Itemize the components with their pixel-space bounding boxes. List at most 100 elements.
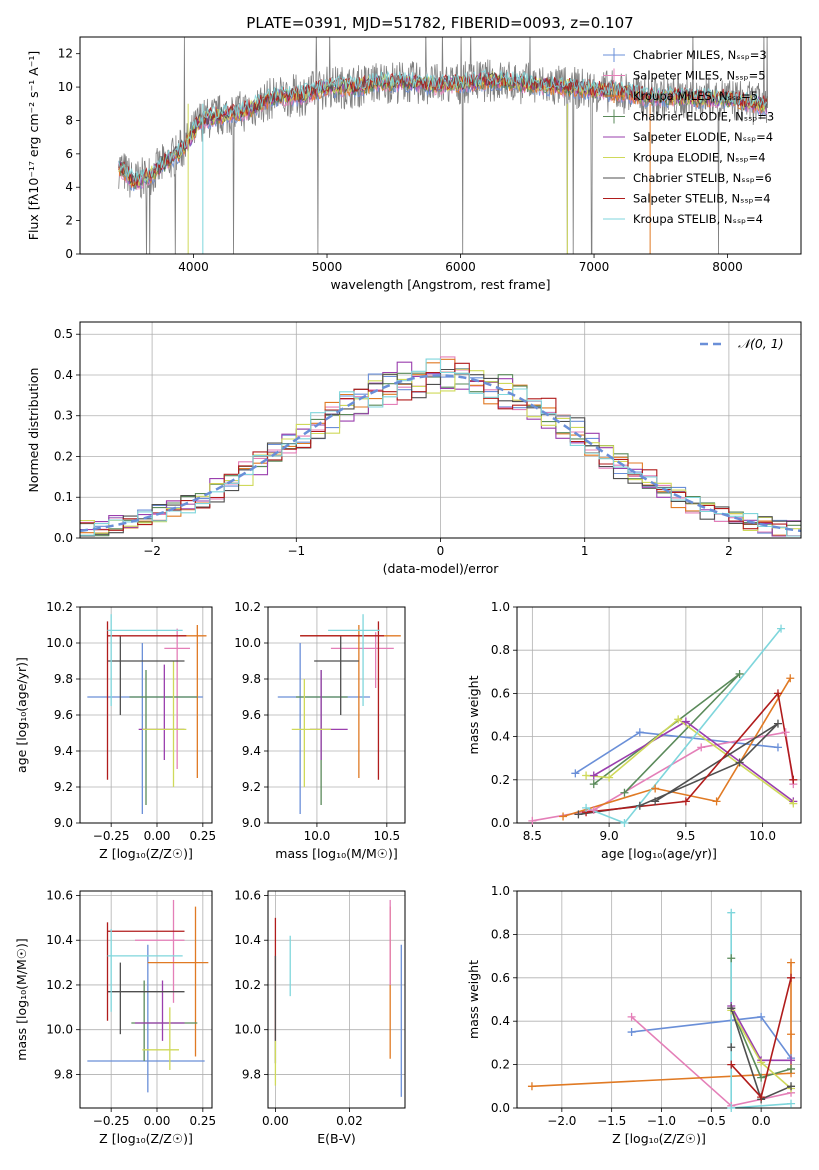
weight-point-marker — [589, 771, 598, 780]
x-tick-label: 10.0 — [749, 829, 776, 843]
z-age-plot-area — [87, 614, 207, 814]
x-tick-label: 0.02 — [336, 1114, 363, 1128]
weight-point-marker — [735, 669, 744, 678]
y-tick-label: 9.4 — [54, 744, 73, 758]
y-tick-label: 10 — [58, 80, 73, 94]
y-tick-label: 9.6 — [54, 708, 73, 722]
y-tick-label: 10.0 — [46, 636, 73, 650]
y-tick-label: 0.4 — [491, 1014, 510, 1028]
y-tick-label: 8 — [65, 113, 73, 127]
weight-point-marker — [712, 797, 721, 806]
x-tick-label: −2 — [143, 544, 161, 558]
y-tick-label: 0.0 — [491, 1101, 510, 1115]
weight-point-marker — [787, 1030, 796, 1039]
y-tick-label: 0.4 — [491, 730, 510, 744]
weight-point-marker — [651, 784, 660, 793]
legend-label: Chabrier STELIB, Nₛₛₚ=6 — [633, 171, 772, 185]
weight-series-line — [730, 912, 792, 1108]
z-mass-panel: −0.25 0.00 0.25 9.8 10.0 10.2 10.4 10.6 Z [log₁₀… — [14, 888, 216, 1146]
residual-histogram — [80, 358, 801, 537]
mass-age-plot-area — [277, 614, 401, 814]
legend-label: Chabrier ELODIE, Nₛₛₚ=3 — [633, 110, 774, 124]
axes-frame — [79, 36, 802, 255]
weight-point-marker — [681, 797, 690, 806]
weight-point-marker — [627, 1028, 636, 1037]
weight-point-marker — [777, 624, 786, 633]
x-tick-label: −1.5 — [597, 1114, 626, 1128]
y-tick-label: 10.2 — [234, 600, 261, 614]
weight-point-marker — [571, 769, 580, 778]
weight-point-marker — [559, 812, 568, 821]
x-axis-label: Z [log₁₀(Z/Z☉)] — [612, 1131, 706, 1146]
ebv-mass-panel: 0.00 0.02 9.8 10.0 10.2 10.4 10.6 E(B-V) — [234, 888, 406, 1146]
weight-point-marker — [773, 743, 782, 752]
weight-point-marker — [787, 1064, 796, 1073]
weight-point-marker — [589, 806, 598, 815]
z-age-panel: −0.25 0.00 0.25 9.0 9.2 9.4 9.6 9.8 10.0 10.2 Z [l… — [14, 600, 216, 861]
spectrum-plot-area — [118, 37, 768, 254]
weight-point-marker — [735, 758, 744, 767]
y-tick-label: 10.4 — [46, 933, 73, 947]
weight-point-marker — [727, 908, 736, 917]
y-tick-label: 0.1 — [54, 490, 73, 504]
x-tick-label: −2.0 — [547, 1114, 576, 1128]
weight-point-marker — [620, 819, 629, 827]
x-tick-label: 5000 — [312, 260, 343, 274]
y-axis-label: Normed distribution — [26, 368, 41, 493]
y-tick-label: 0.0 — [491, 816, 510, 830]
weight-point-marker — [528, 816, 537, 825]
x-tick-label: −0.5 — [697, 1114, 726, 1128]
legend-label: Kroupa ELODIE, Nₛₛₚ=4 — [633, 151, 766, 165]
x-tick-label: 10.0 — [304, 829, 331, 843]
y-tick-label: 9.6 — [242, 708, 261, 722]
x-tick-label: 9.0 — [600, 829, 619, 843]
y-axis-label: mass [log₁₀(M/M☉)] — [14, 938, 29, 1060]
legend-label: Kroupa MILES, Nₛₛₚ=5 — [633, 89, 758, 103]
x-tick-label: 6000 — [445, 260, 476, 274]
axes-frame — [79, 606, 213, 824]
weight-point-marker — [620, 788, 629, 797]
weight-point-marker — [727, 1004, 736, 1013]
weight-point-marker — [757, 1073, 766, 1082]
x-tick-label: 1 — [581, 544, 589, 558]
y-tick-label: 0.2 — [491, 773, 510, 787]
axes-frame — [267, 606, 406, 824]
weight-point-marker — [787, 1082, 796, 1091]
axes-frame — [516, 606, 802, 824]
weight-point-marker — [757, 1093, 766, 1102]
legend-label: Salpeter ELODIE, Nₛₛₚ=4 — [633, 130, 773, 144]
y-tick-label: 12 — [58, 47, 73, 61]
weight-point-marker — [786, 674, 795, 683]
residuals-panel: −2 −1 0 1 2 0.0 0.1 0.2 0.3 0.4 0.5 (data-model)/er… — [26, 321, 802, 576]
weight-point-marker — [574, 810, 583, 819]
x-tick-label: 8.5 — [523, 829, 542, 843]
y-tick-label: 10.6 — [234, 888, 261, 902]
spectrum-panel: 4000 5000 6000 7000 8000 0 2 4 6 8 10 12 wavelength … — [26, 36, 802, 292]
weight-point-marker — [773, 689, 782, 698]
y-axis-label: Flux [fλ10⁻¹⁷ erg cm⁻² s⁻¹ A⁻¹] — [26, 51, 41, 240]
weight-point-marker — [727, 954, 736, 963]
x-axis-label: mass [log₁₀(M/M☉)] — [275, 846, 397, 861]
y-tick-label: 10.0 — [234, 1023, 261, 1037]
y-tick-label: 0.0 — [54, 531, 73, 545]
weight-point-marker — [727, 1060, 736, 1069]
x-tick-label: 7000 — [579, 260, 610, 274]
y-tick-label: 9.0 — [242, 816, 261, 830]
y-tick-label: 0.8 — [491, 927, 510, 941]
y-tick-label: 10.4 — [234, 933, 261, 947]
y-tick-label: 9.0 — [54, 816, 73, 830]
y-tick-label: 0.5 — [54, 327, 73, 341]
spectrum-legend: Chabrier MILES, Nₛₛₚ=3 Salpeter MILES, Nₛ… — [603, 48, 774, 226]
y-axis-label: mass weight — [466, 960, 481, 1039]
y-tick-label: 0.8 — [491, 643, 510, 657]
x-axis-label: (data-model)/error — [383, 561, 500, 576]
x-tick-label: 10.5 — [373, 829, 400, 843]
weight-series-line — [585, 628, 782, 823]
weight-point-marker — [787, 1056, 796, 1065]
x-tick-label: −0.25 — [93, 1114, 130, 1128]
x-axis-label: E(B-V) — [317, 1131, 356, 1146]
x-tick-label: 0.25 — [189, 829, 216, 843]
legend-label: 𝒩(0, 1) — [738, 336, 784, 351]
residuals-plot-area — [80, 356, 801, 537]
y-tick-label: 0.6 — [491, 971, 510, 985]
